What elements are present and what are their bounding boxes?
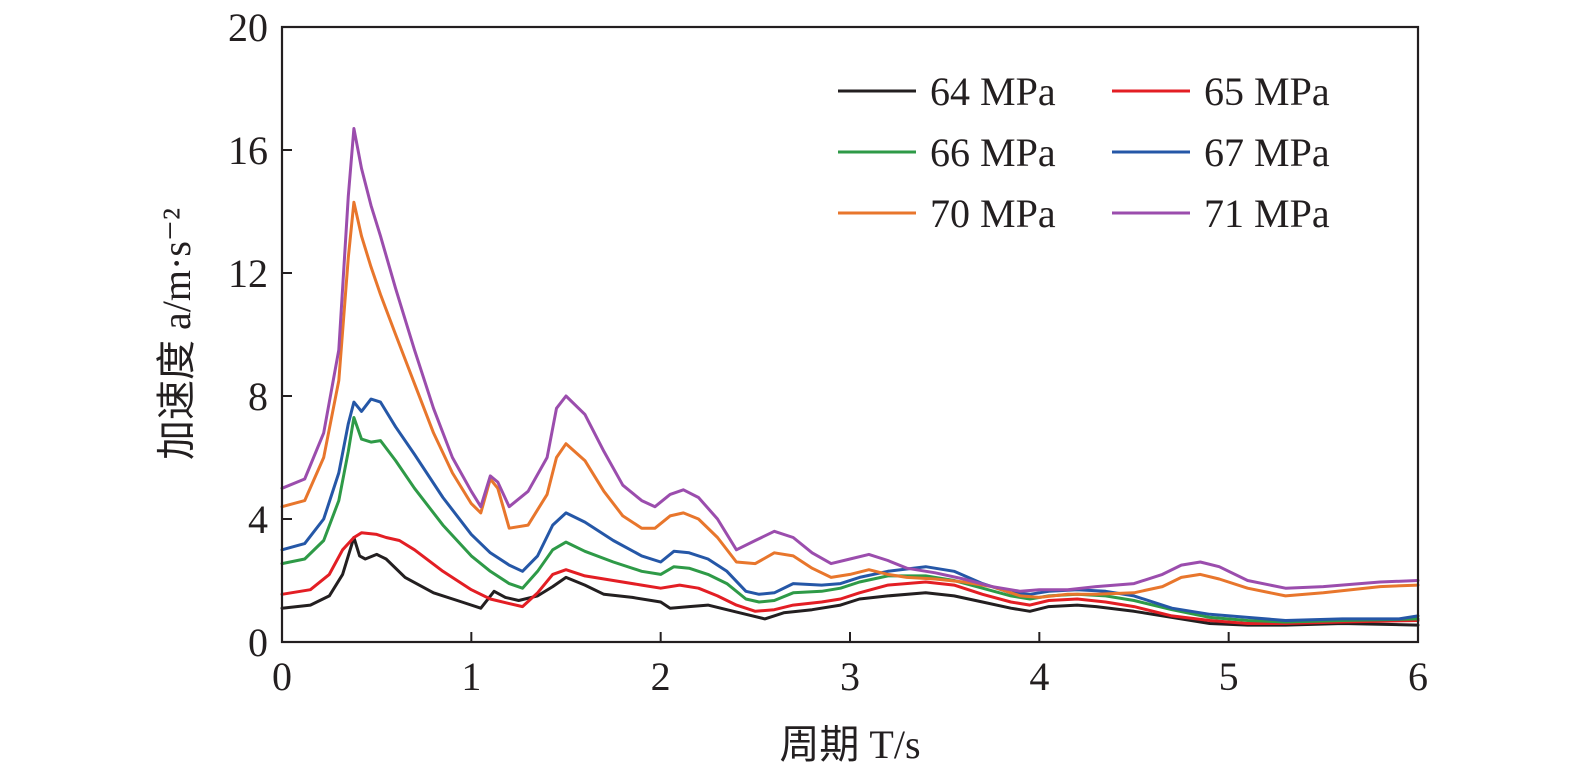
x-tick-label: 0 (272, 654, 292, 699)
series-line-5 (280, 127, 1420, 593)
x-tick-label: 5 (1219, 654, 1239, 699)
series-line-4 (280, 200, 1420, 599)
legend-label: 70 MPa (930, 191, 1056, 236)
y-tick-label: 16 (228, 128, 268, 173)
plot-frame (280, 25, 1420, 644)
x-tick-label: 2 (651, 654, 671, 699)
x-tick-label: 3 (840, 654, 860, 699)
y-tick-label: 4 (248, 497, 268, 542)
y-tick-label: 12 (228, 251, 268, 296)
series-line-3 (280, 397, 1420, 622)
legend-label: 66 MPa (930, 130, 1056, 175)
legend-label: 64 MPa (930, 69, 1056, 114)
x-tick-label: 6 (1408, 654, 1428, 699)
y-tick-label: 8 (248, 374, 268, 419)
y-tick-label: 20 (228, 5, 268, 50)
y-axis-title: 加速度 a/m·s⁻² (154, 208, 199, 460)
legend-label: 67 MPa (1204, 130, 1330, 175)
series-line-0 (280, 536, 1420, 627)
legend-label: 65 MPa (1204, 69, 1330, 114)
series-line-1 (280, 531, 1420, 625)
series-line-2 (280, 416, 1420, 624)
legend: 64 MPa 65 MPa 66 MPa 67 MPa 70 MPa 71 MPa (838, 69, 1330, 236)
y-tick-label: 0 (248, 620, 268, 665)
x-tick-label: 4 (1029, 654, 1049, 699)
x-tick-label: 1 (461, 654, 481, 699)
x-axis-title: 周期 T/s (779, 722, 920, 767)
series-layer (280, 127, 1420, 627)
legend-label: 71 MPa (1204, 191, 1330, 236)
